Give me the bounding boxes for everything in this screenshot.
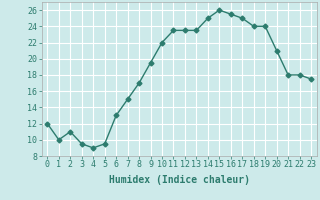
X-axis label: Humidex (Indice chaleur): Humidex (Indice chaleur) (109, 175, 250, 185)
